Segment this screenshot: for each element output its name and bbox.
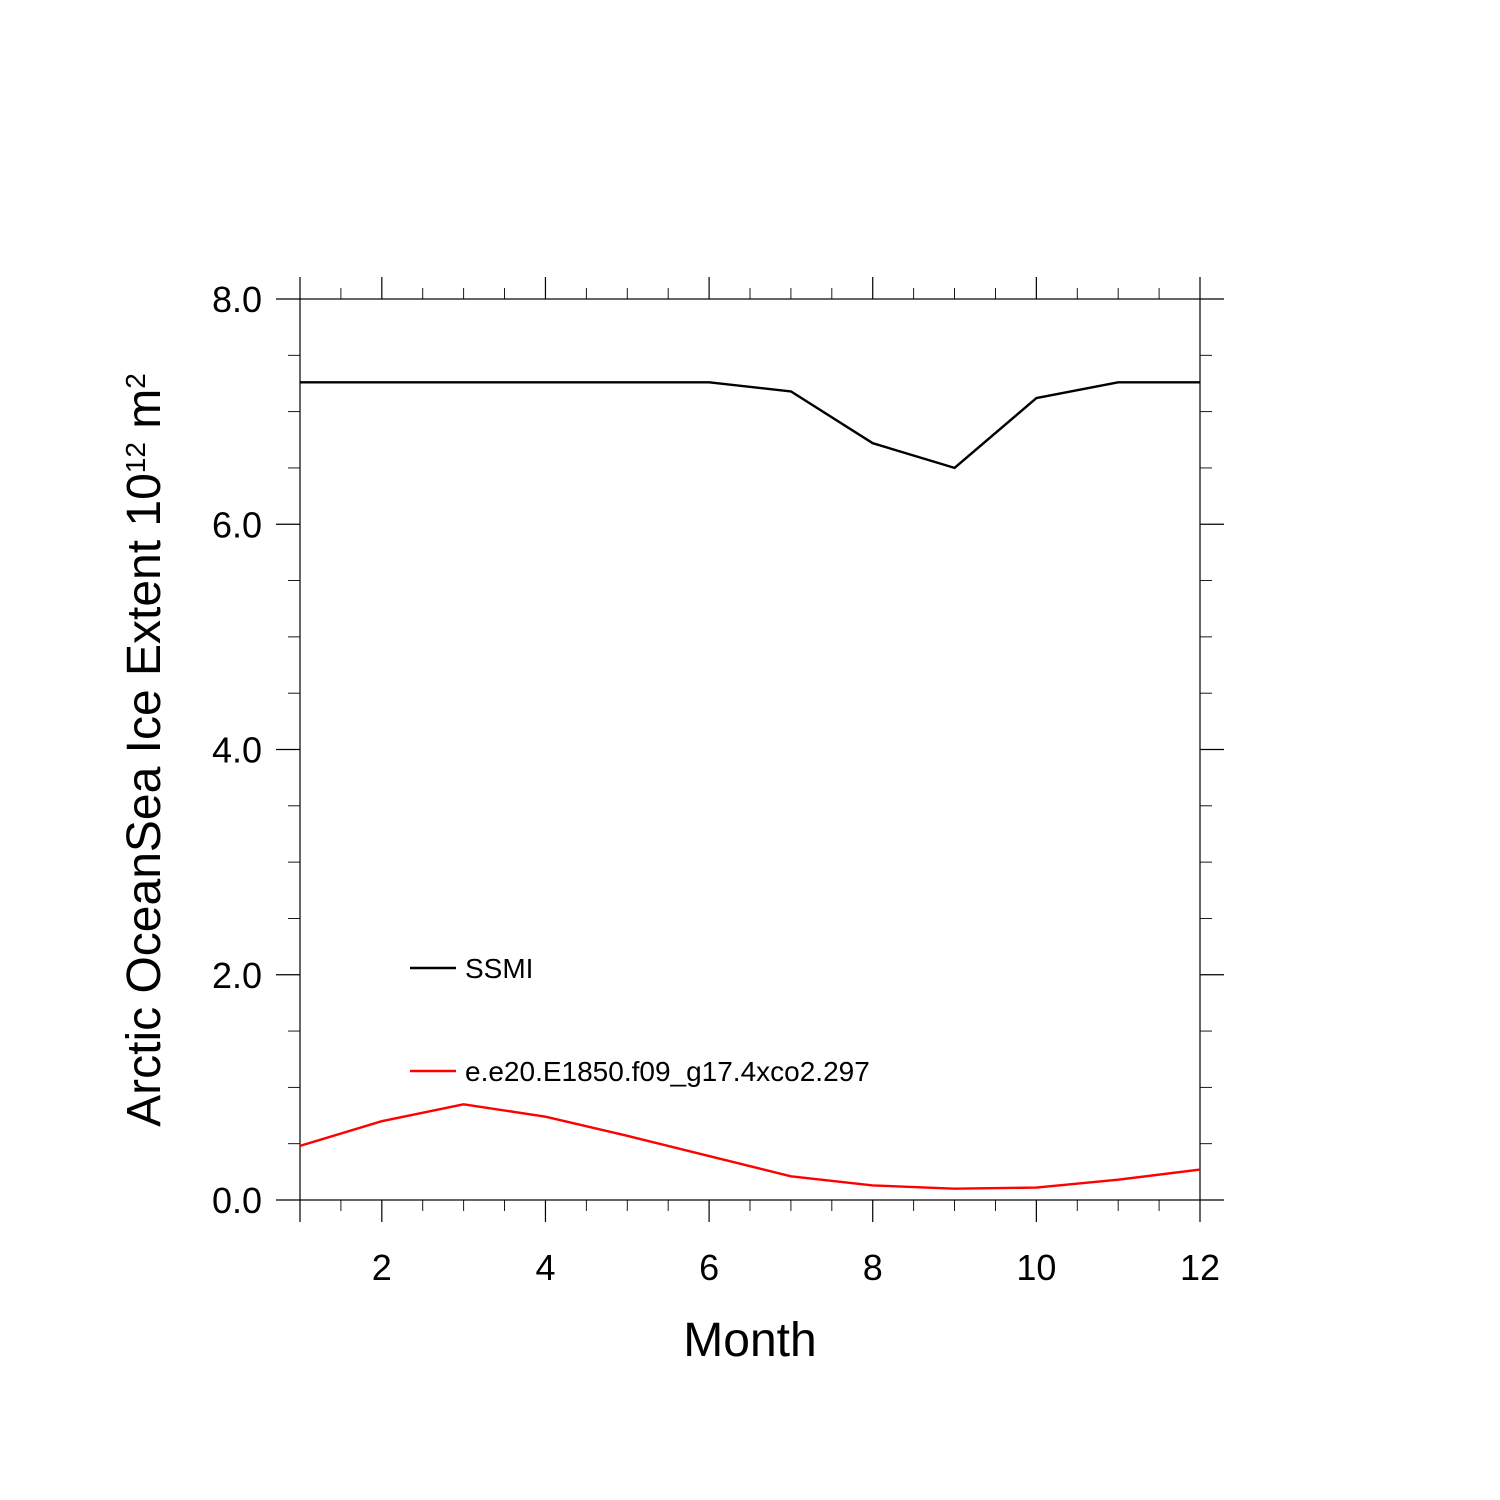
series-layer xyxy=(299,381,1201,1190)
x-tick-label: 2 xyxy=(372,1247,392,1288)
y-tick-label: 8.0 xyxy=(212,279,262,320)
x-tick-label: 12 xyxy=(1180,1247,1220,1288)
y-tick-label: 6.0 xyxy=(212,504,262,545)
x-axis-title: Month xyxy=(683,1314,816,1367)
y-axis-title: Arctic OceanSea Ice Extent 1012 m2 xyxy=(118,373,171,1127)
y-tick-label: 0.0 xyxy=(212,1180,262,1221)
y-tick-label: 4.0 xyxy=(212,730,262,771)
series-line-ssmi xyxy=(300,381,1200,470)
axes: 2 4 6 8 10 12 0.0 2.0 4.0 6.0 8.0 xyxy=(212,277,1224,1288)
legend-label-ssmi: SSMI xyxy=(465,953,533,984)
x-tick-label: 4 xyxy=(535,1247,555,1288)
y-axis-title-exponent: 12 xyxy=(120,442,151,473)
x-tick-label: 10 xyxy=(1016,1247,1056,1288)
y-axis-title-main: Arctic OceanSea Ice Extent 10 xyxy=(118,473,171,1127)
legend-label-model: e.e20.E1850.f09_g17.4xco2.297 xyxy=(465,1056,870,1087)
y-tick-label: 2.0 xyxy=(212,955,262,996)
x-tick-label: 6 xyxy=(699,1247,719,1288)
y-axis-title-unit: m xyxy=(118,389,171,442)
y-axis-title-unit-exponent: 2 xyxy=(120,373,151,389)
x-tick-label: 8 xyxy=(863,1247,883,1288)
series-line-model xyxy=(299,1103,1201,1190)
legend: SSMI e.e20.E1850.f09_g17.4xco2.297 xyxy=(410,953,870,1087)
